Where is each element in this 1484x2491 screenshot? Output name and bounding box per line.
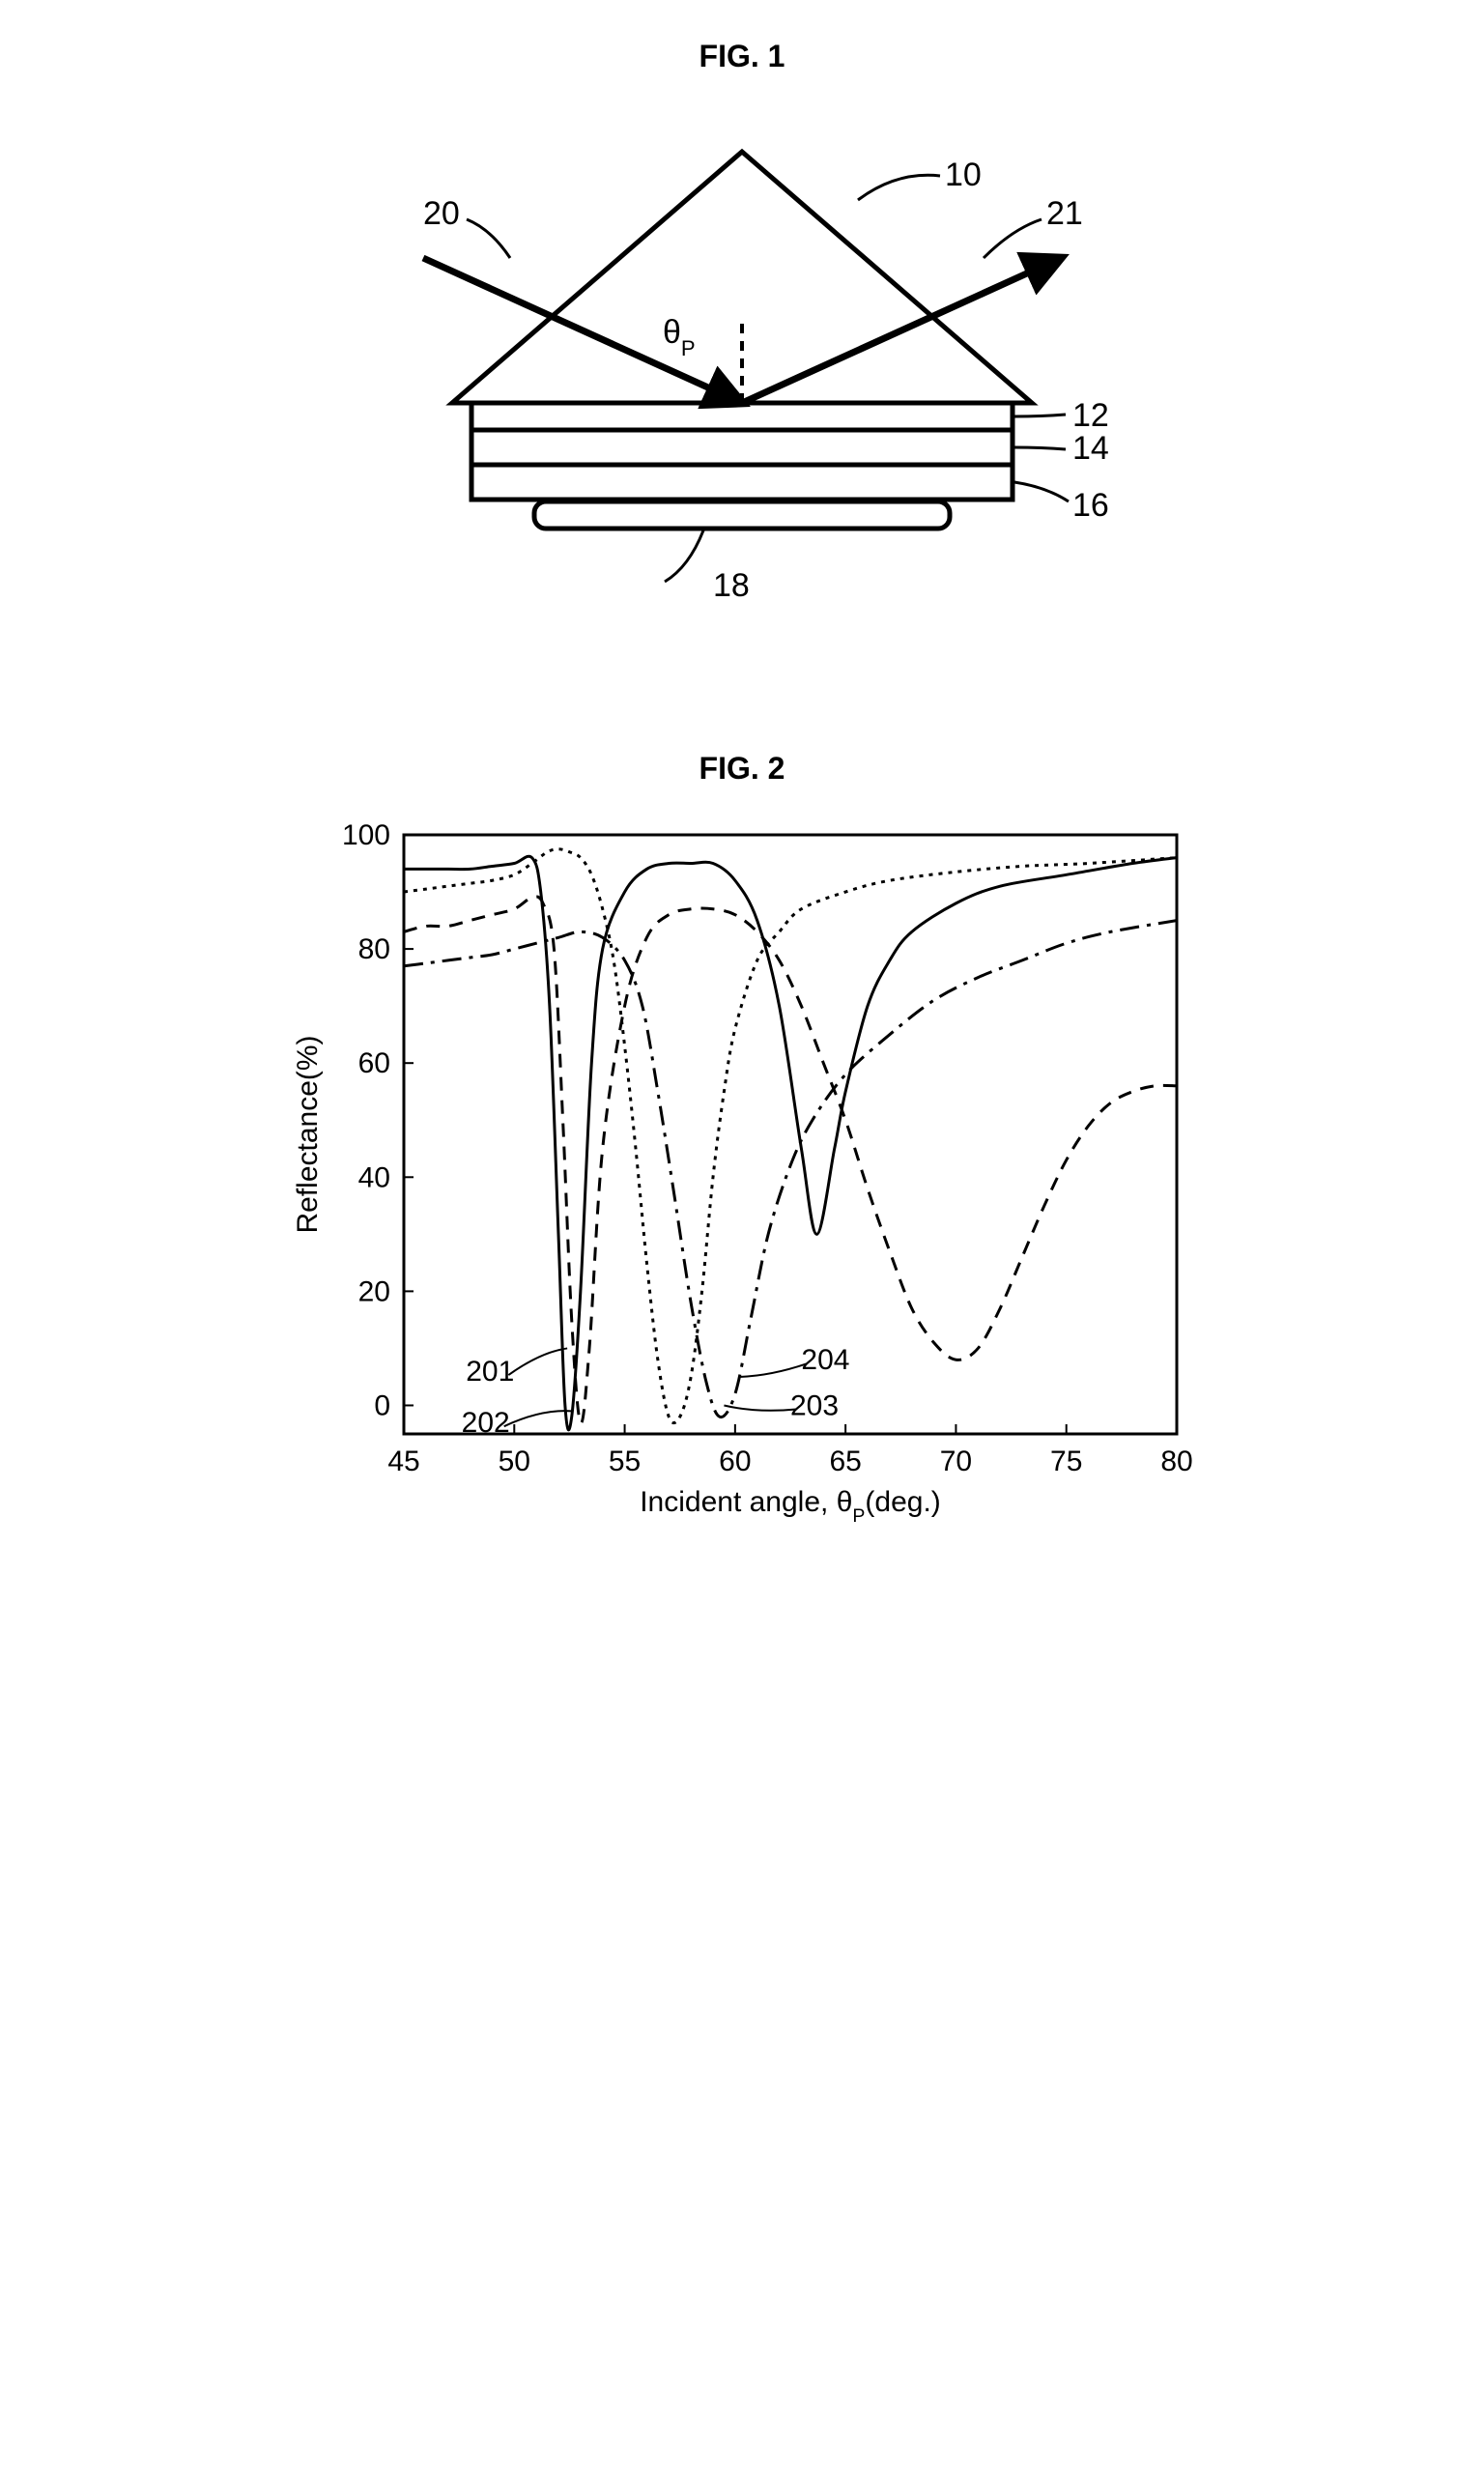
layer-14-label: 14 (1072, 430, 1109, 467)
bottom-sample (534, 501, 950, 529)
ray-in-label: 20 (423, 195, 460, 232)
fig1-title: FIG. 1 (259, 39, 1225, 74)
ray-out-label: 21 (1046, 195, 1083, 232)
x-tick-label: 50 (499, 1446, 530, 1477)
reflected-ray (742, 258, 1061, 403)
prism-label: 10 (945, 157, 982, 193)
y-tick-label: 20 (358, 1275, 390, 1307)
bottom-label: 18 (713, 567, 750, 604)
fig2-title: FIG. 2 (259, 751, 1225, 787)
x-tick-label: 80 (1160, 1446, 1192, 1477)
x-tick-label: 70 (940, 1446, 972, 1477)
annot-leader-202 (504, 1411, 572, 1426)
prism-leader (858, 175, 940, 200)
ray-out-leader (984, 219, 1042, 258)
y-tick-label: 0 (374, 1389, 390, 1421)
annot-202: 202 (462, 1407, 510, 1439)
layer-stack (471, 403, 1013, 500)
curve-202 (404, 897, 1177, 1423)
incident-ray (423, 258, 742, 403)
figure-1: FIG. 1 θP 10 20 21 1214 16 18 (259, 39, 1225, 635)
layer-12-leader (1014, 415, 1066, 416)
layer-16-label: 16 (1072, 487, 1109, 524)
angle-label: θP (663, 314, 696, 360)
y-axis-label: Reflectance(%) (292, 1035, 324, 1233)
annot-leader-203 (724, 1405, 796, 1410)
x-axis-label: Incident angle, θP(deg.) (640, 1486, 941, 1527)
x-tick-label: 65 (829, 1446, 861, 1477)
ray-in-leader (467, 219, 510, 258)
layer-16-leader (1014, 482, 1069, 501)
annot-203: 203 (790, 1389, 839, 1421)
y-tick-label: 80 (358, 933, 390, 965)
y-tick-label: 60 (358, 1047, 390, 1079)
annot-201: 201 (466, 1356, 514, 1388)
annot-204: 204 (801, 1344, 849, 1376)
x-tick-label: 75 (1050, 1446, 1082, 1477)
bottom-leader (665, 530, 703, 582)
fig1-diagram: θP 10 20 21 1214 16 18 (307, 94, 1177, 635)
curve-203 (404, 849, 1177, 1423)
plot-frame (404, 835, 1177, 1434)
y-tick-label: 100 (342, 819, 390, 851)
fig2-chart: 45 50 55 60 65 70 75 80 0 20 40 60 80 100 Incident ang… (278, 806, 1206, 1540)
figure-2: FIG. 2 45 50 55 60 65 70 75 80 0 20 40 60 80 100 Incid… (259, 751, 1225, 1540)
annot-leader-201 (508, 1348, 567, 1375)
x-tick-label: 60 (719, 1446, 751, 1477)
layer-12-label: 12 (1072, 397, 1109, 434)
x-tick-label: 45 (387, 1446, 419, 1477)
curve-201 (404, 856, 1177, 1430)
x-tick-label: 55 (609, 1446, 641, 1477)
y-tick-label: 40 (358, 1161, 390, 1193)
annot-leader-204 (739, 1363, 807, 1377)
layer-14-leader (1014, 447, 1066, 449)
curve-204 (404, 921, 1177, 1417)
